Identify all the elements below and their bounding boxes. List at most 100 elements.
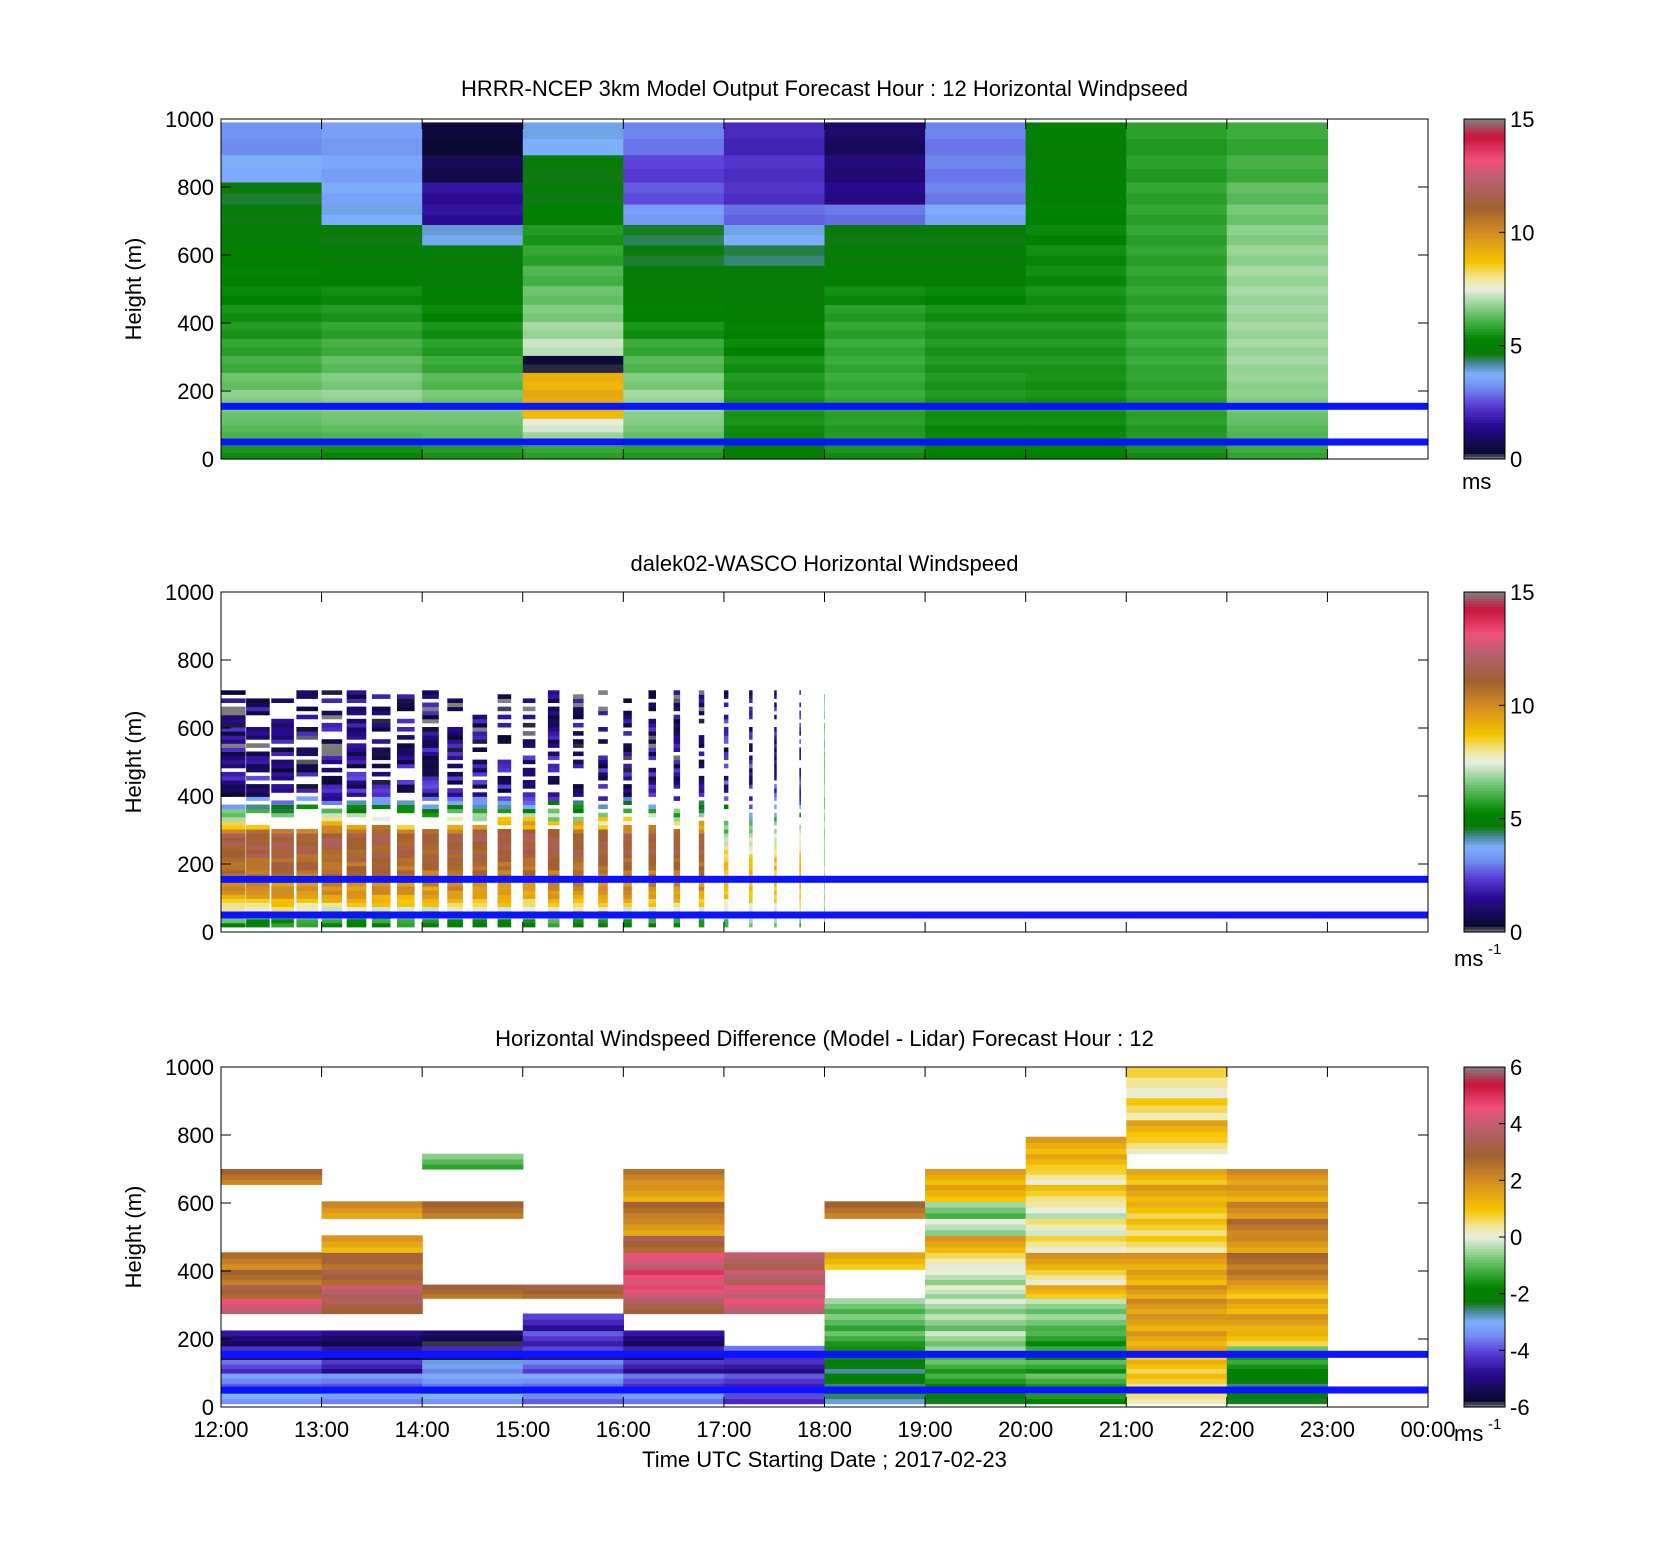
heatmap-cell [749, 731, 753, 736]
heatmap-cell [522, 1345, 624, 1351]
heatmap-cell [522, 275, 624, 287]
heatmap-cell [623, 1224, 725, 1231]
heatmap-cell [346, 792, 367, 797]
colorbar-segment [1464, 153, 1505, 157]
colorbar-segment [1464, 1163, 1505, 1167]
heatmap-cell [623, 1298, 725, 1304]
heatmap-cell [673, 898, 681, 903]
heatmap-cell [522, 861, 536, 867]
heatmap-cell [598, 796, 608, 801]
heatmap-cell [749, 755, 753, 761]
heatmap-cell [522, 902, 536, 907]
colorbar-segment [1464, 1191, 1505, 1196]
heatmap-cell [1126, 1398, 1228, 1405]
heatmap-cell [296, 771, 318, 777]
heatmap-cell [774, 727, 777, 732]
heatmap-cell [447, 763, 463, 769]
heatmap-cell [774, 890, 777, 895]
heatmap-cell [698, 690, 705, 695]
colorbar-segment [1464, 1132, 1505, 1136]
colorbar-segment [1464, 798, 1505, 803]
colorbar-segment [1464, 776, 1505, 780]
heatmap-cell [698, 702, 705, 708]
heatmap-cell [723, 739, 729, 744]
heatmap-cell [648, 853, 656, 859]
heatmap-cell [698, 861, 705, 867]
colorbar-unit: ms [1462, 469, 1491, 494]
heatmap-cell [774, 743, 777, 748]
heatmap-cell [321, 727, 343, 732]
heatmap-cell [1025, 445, 1127, 453]
heatmap-cell [648, 812, 656, 818]
colorbar-segment [1464, 773, 1505, 777]
heatmap-cell [221, 181, 323, 194]
heatmap-cell [321, 792, 343, 797]
heatmap-cell [749, 894, 753, 899]
heatmap-cell [321, 767, 343, 773]
heatmap-cell [296, 833, 318, 838]
heatmap-cell [547, 722, 560, 728]
heatmap-cell [1126, 1368, 1228, 1374]
heatmap-cell [799, 902, 801, 907]
colorbar-segment [1464, 1361, 1505, 1366]
heatmap-cell [774, 788, 777, 793]
heatmap-cell [1025, 138, 1127, 156]
heatmap-cell [925, 1229, 1027, 1236]
heatmap-cell [623, 214, 725, 225]
colorbar-segment [1464, 1299, 1505, 1303]
heatmap-cell [522, 739, 536, 744]
heatmap-cell [723, 329, 826, 339]
heatmap-cell [271, 808, 294, 814]
colorbar-segment [1464, 600, 1505, 604]
heatmap-cell [648, 906, 656, 912]
heatmap-cell [346, 812, 367, 818]
heatmap-cell [925, 1293, 1027, 1299]
heatmap-cell [774, 694, 777, 699]
heatmap-cell [1126, 234, 1228, 246]
heatmap-cell [648, 775, 656, 781]
colorbar-segment [1464, 685, 1505, 689]
heatmap-cell [522, 431, 624, 440]
heatmap-cell [221, 122, 323, 140]
heatmap-cell [673, 820, 681, 826]
heatmap-cell [623, 265, 725, 276]
heatmap-cell [1025, 1153, 1127, 1160]
heatmap-cell [271, 865, 294, 871]
heatmap-cell [824, 804, 825, 810]
heatmap-cell [246, 824, 270, 830]
heatmap-cell [371, 829, 391, 834]
heatmap-cell [447, 894, 463, 899]
colorbar-segment [1464, 915, 1505, 919]
heatmap-cell [447, 898, 463, 903]
heatmap-cell [1226, 1373, 1328, 1379]
heatmap-cell [673, 718, 681, 724]
heatmap-cell [472, 812, 488, 818]
heatmap-cell [799, 775, 801, 781]
colorbar-segment [1464, 218, 1505, 222]
heatmap-cell [573, 792, 584, 797]
heatmap-cell [723, 355, 826, 365]
heatmap-cell [1025, 1308, 1127, 1315]
heatmap-cell [321, 1246, 423, 1253]
heatmap-cell [598, 886, 608, 891]
heatmap-cell [221, 898, 246, 903]
heatmap-cell [321, 1212, 423, 1219]
heatmap-cell [346, 882, 367, 887]
heatmap-cell [522, 849, 536, 854]
heatmap-cell [371, 882, 391, 887]
heatmap-cell [497, 739, 512, 744]
heatmap-cell [774, 784, 777, 789]
colorbar-segment [1464, 756, 1505, 760]
colorbar-segment [1464, 402, 1505, 406]
heatmap-cell [1025, 255, 1127, 266]
heatmap-cell [221, 244, 323, 256]
heatmap-cell [623, 849, 632, 854]
heatmap-cell [623, 1289, 725, 1295]
heatmap-cell [824, 285, 926, 296]
colorbar-segment [1464, 1392, 1505, 1397]
heatmap-cell [1025, 1279, 1127, 1286]
heatmap-cell [1226, 425, 1328, 433]
heatmap-cell [573, 788, 584, 793]
heatmap-cell [648, 771, 656, 777]
heatmap-cell [824, 122, 926, 140]
